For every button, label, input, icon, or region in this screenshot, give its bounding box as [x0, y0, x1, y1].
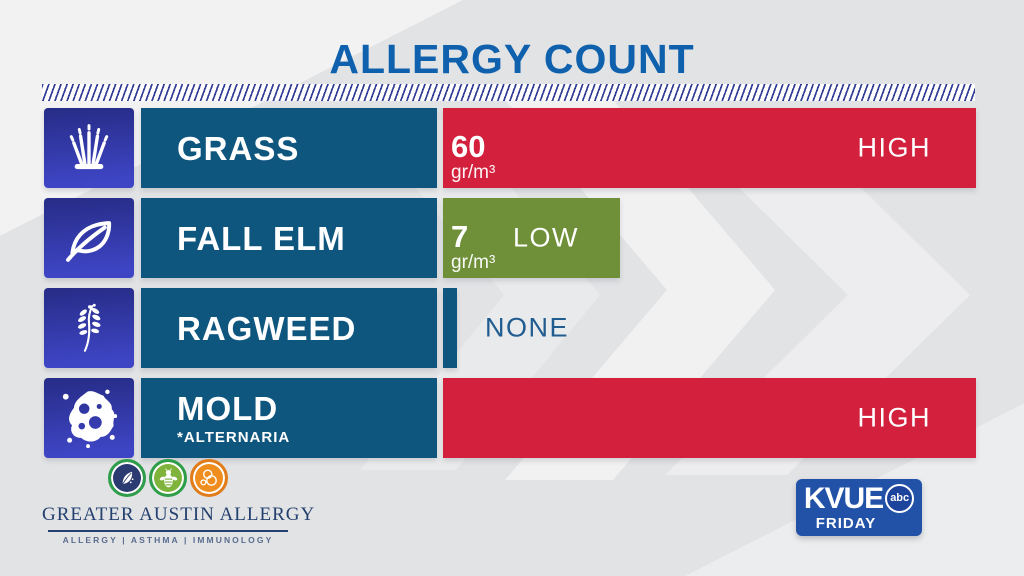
station-call-letters: KVUE [803, 481, 884, 515]
count-number: 7 [451, 219, 469, 255]
station-logo-top: KVUE abc [803, 481, 915, 515]
page-title: ALLERGY COUNT [329, 36, 695, 82]
sponsor-logo: GREATER AUSTIN ALLERGY ALLERGY | ASTHMA … [42, 459, 316, 545]
allergy-row-grass: GRASS 60 gr/m³ HIGH HIGH HIGH [44, 108, 980, 188]
ragweed-icon [44, 288, 134, 368]
allergy-row-ragweed: RAGWEED NONE NONE NONE [44, 288, 980, 368]
value-area: 7 gr/m³ LOW LOW LOW [443, 198, 980, 278]
count-unit: gr/m³ [451, 162, 496, 183]
allergen-label-bar: GRASS [141, 108, 437, 188]
hatch-divider [42, 84, 975, 101]
sponsor-divider [48, 530, 288, 532]
value-area: 60 gr/m³ HIGH HIGH HIGH [443, 108, 980, 188]
allergy-rows: GRASS 60 gr/m³ HIGH HIGH HIGH [44, 108, 980, 458]
level-bar: NONE NONE [443, 288, 457, 368]
allergy-row-fall-elm: FALL ELM 7 gr/m³ LOW LOW LOW [44, 198, 980, 278]
allergy-row-mold: MOLD *ALTERNARIA HIGH HIGH HIGH [44, 378, 980, 458]
allergen-name: MOLD [177, 389, 279, 427]
level-bar: 60 gr/m³ HIGH HIGH [443, 108, 976, 188]
allergen-name: GRASS [177, 129, 300, 167]
allergen-name: RAGWEED [177, 309, 357, 347]
level-label: HIGH [857, 402, 931, 433]
peanut-icon [190, 459, 228, 497]
sponsor-tagline: ALLERGY | ASTHMA | IMMUNOLOGY [62, 535, 274, 545]
abc-network-icon: abc [885, 484, 915, 513]
level-label: HIGH [857, 132, 931, 163]
value-area: NONE NONE NONE [443, 288, 980, 368]
count-unit: gr/m³ [451, 252, 496, 273]
level-label: LOW [513, 222, 580, 253]
leaf-icon [44, 198, 134, 278]
count-value: 60 gr/m³ [451, 129, 496, 183]
station-day-label: FRIDAY [815, 514, 877, 532]
level-label: NONE [485, 312, 570, 343]
mold-icon [44, 378, 134, 458]
grass-icon [44, 108, 134, 188]
allergen-subname: *ALTERNARIA [177, 428, 291, 446]
level-bar: 7 gr/m³ LOW LOW [443, 198, 620, 278]
allergen-name: FALL ELM [177, 219, 346, 257]
bee-icon [149, 459, 187, 497]
level-bar: HIGH HIGH [443, 378, 976, 458]
leaf-icon [108, 459, 146, 497]
count-value: 7 gr/m³ [451, 219, 496, 273]
allergen-label-bar: FALL ELM [141, 198, 437, 278]
allergen-label-bar: RAGWEED [141, 288, 437, 368]
sponsor-name: GREATER AUSTIN ALLERGY [42, 504, 316, 525]
value-area: HIGH HIGH HIGH [443, 378, 980, 458]
station-logo: KVUE abc FRIDAY [796, 479, 922, 536]
sponsor-logo-icons [42, 459, 294, 497]
allergen-label-bar: MOLD *ALTERNARIA [141, 378, 437, 458]
count-number: 60 [451, 129, 486, 165]
